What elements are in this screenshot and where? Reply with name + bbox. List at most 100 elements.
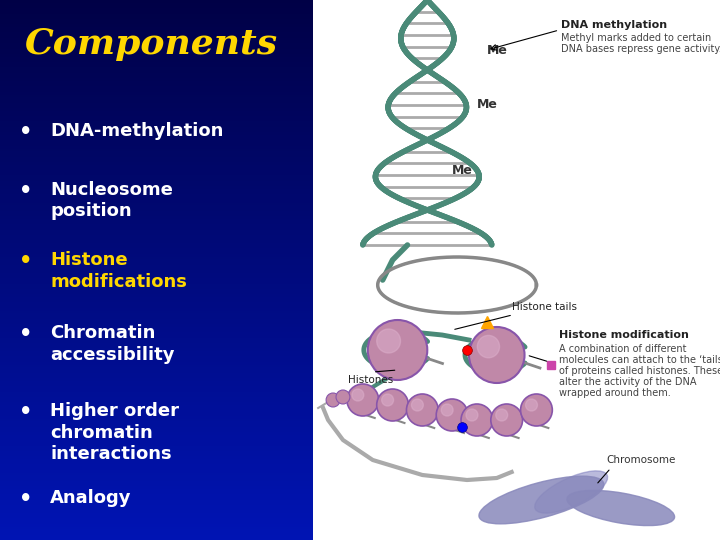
- Circle shape: [496, 409, 508, 421]
- Bar: [0, 256, 313, 259]
- Bar: [0, 410, 313, 413]
- Bar: [0, 143, 313, 146]
- Bar: [0, 418, 313, 421]
- Bar: [0, 510, 313, 513]
- Bar: [0, 267, 313, 270]
- Circle shape: [526, 399, 537, 411]
- Bar: [0, 381, 313, 383]
- Circle shape: [377, 329, 400, 353]
- Bar: [0, 494, 313, 497]
- Bar: [0, 437, 313, 440]
- Bar: [0, 481, 313, 483]
- Bar: [0, 62, 313, 65]
- Bar: [0, 92, 313, 94]
- Text: Me: Me: [487, 44, 508, 57]
- Bar: [0, 216, 313, 219]
- Bar: [0, 289, 313, 292]
- Bar: [0, 378, 313, 381]
- Bar: [0, 451, 313, 454]
- Bar: [0, 135, 313, 138]
- Bar: [0, 146, 313, 148]
- Text: Components: Components: [25, 27, 278, 61]
- Bar: [0, 43, 313, 46]
- Text: DNA bases repress gene activity.: DNA bases repress gene activity.: [562, 44, 720, 54]
- Bar: [0, 262, 313, 265]
- Bar: [0, 32, 313, 35]
- Text: Chromosome: Chromosome: [606, 455, 675, 465]
- Bar: [0, 259, 313, 262]
- Bar: [0, 194, 313, 197]
- Bar: [0, 78, 313, 81]
- Text: •: •: [19, 489, 32, 509]
- Bar: [0, 3, 313, 5]
- Bar: [0, 30, 313, 32]
- Bar: [0, 537, 313, 540]
- Text: •: •: [19, 251, 32, 271]
- Bar: [0, 86, 313, 89]
- Bar: [0, 38, 313, 40]
- Bar: [0, 302, 313, 305]
- Bar: [0, 151, 313, 154]
- Bar: [0, 497, 313, 500]
- Bar: [0, 254, 313, 256]
- Bar: [0, 113, 313, 116]
- Bar: [0, 532, 313, 535]
- Bar: [0, 35, 313, 38]
- Bar: [0, 348, 313, 351]
- Bar: [0, 127, 313, 130]
- Bar: [0, 470, 313, 472]
- Bar: [0, 392, 313, 394]
- Bar: [0, 278, 313, 281]
- Bar: [0, 284, 313, 286]
- Text: DNA methylation: DNA methylation: [562, 20, 667, 30]
- Bar: [0, 103, 313, 105]
- Bar: [0, 186, 313, 189]
- Bar: [0, 19, 313, 22]
- Bar: [0, 197, 313, 200]
- Text: Methyl marks added to certain: Methyl marks added to certain: [562, 33, 711, 43]
- Text: DNA-methylation: DNA-methylation: [50, 122, 223, 139]
- Bar: [0, 181, 313, 184]
- Bar: [0, 354, 313, 356]
- Bar: [0, 73, 313, 76]
- Circle shape: [382, 394, 394, 406]
- Bar: [0, 148, 313, 151]
- Bar: [0, 70, 313, 73]
- Bar: [0, 184, 313, 186]
- Bar: [0, 81, 313, 84]
- Bar: [0, 251, 313, 254]
- Circle shape: [326, 393, 340, 407]
- Bar: [0, 454, 313, 456]
- Bar: [0, 373, 313, 375]
- Bar: [0, 205, 313, 208]
- Bar: [0, 491, 313, 494]
- Bar: [0, 100, 313, 103]
- Circle shape: [352, 389, 364, 401]
- Bar: [0, 310, 313, 313]
- Text: alter the activity of the DNA: alter the activity of the DNA: [559, 377, 697, 387]
- Bar: [0, 370, 313, 373]
- Bar: [0, 375, 313, 378]
- Bar: [0, 346, 313, 348]
- Bar: [0, 459, 313, 462]
- Bar: [0, 332, 313, 335]
- Bar: [0, 51, 313, 54]
- Bar: [0, 518, 313, 521]
- Text: Histone
modifications: Histone modifications: [50, 251, 187, 291]
- Bar: [0, 111, 313, 113]
- Bar: [0, 54, 313, 57]
- Bar: [0, 157, 313, 159]
- Bar: [0, 305, 313, 308]
- Bar: [0, 24, 313, 27]
- Bar: [0, 335, 313, 338]
- Bar: [0, 59, 313, 62]
- Bar: [0, 500, 313, 502]
- Bar: [0, 424, 313, 427]
- Bar: [0, 213, 313, 216]
- Ellipse shape: [567, 490, 675, 525]
- Bar: [0, 308, 313, 310]
- Bar: [0, 286, 313, 289]
- Bar: [0, 340, 313, 343]
- Bar: [0, 238, 313, 240]
- Bar: [0, 462, 313, 464]
